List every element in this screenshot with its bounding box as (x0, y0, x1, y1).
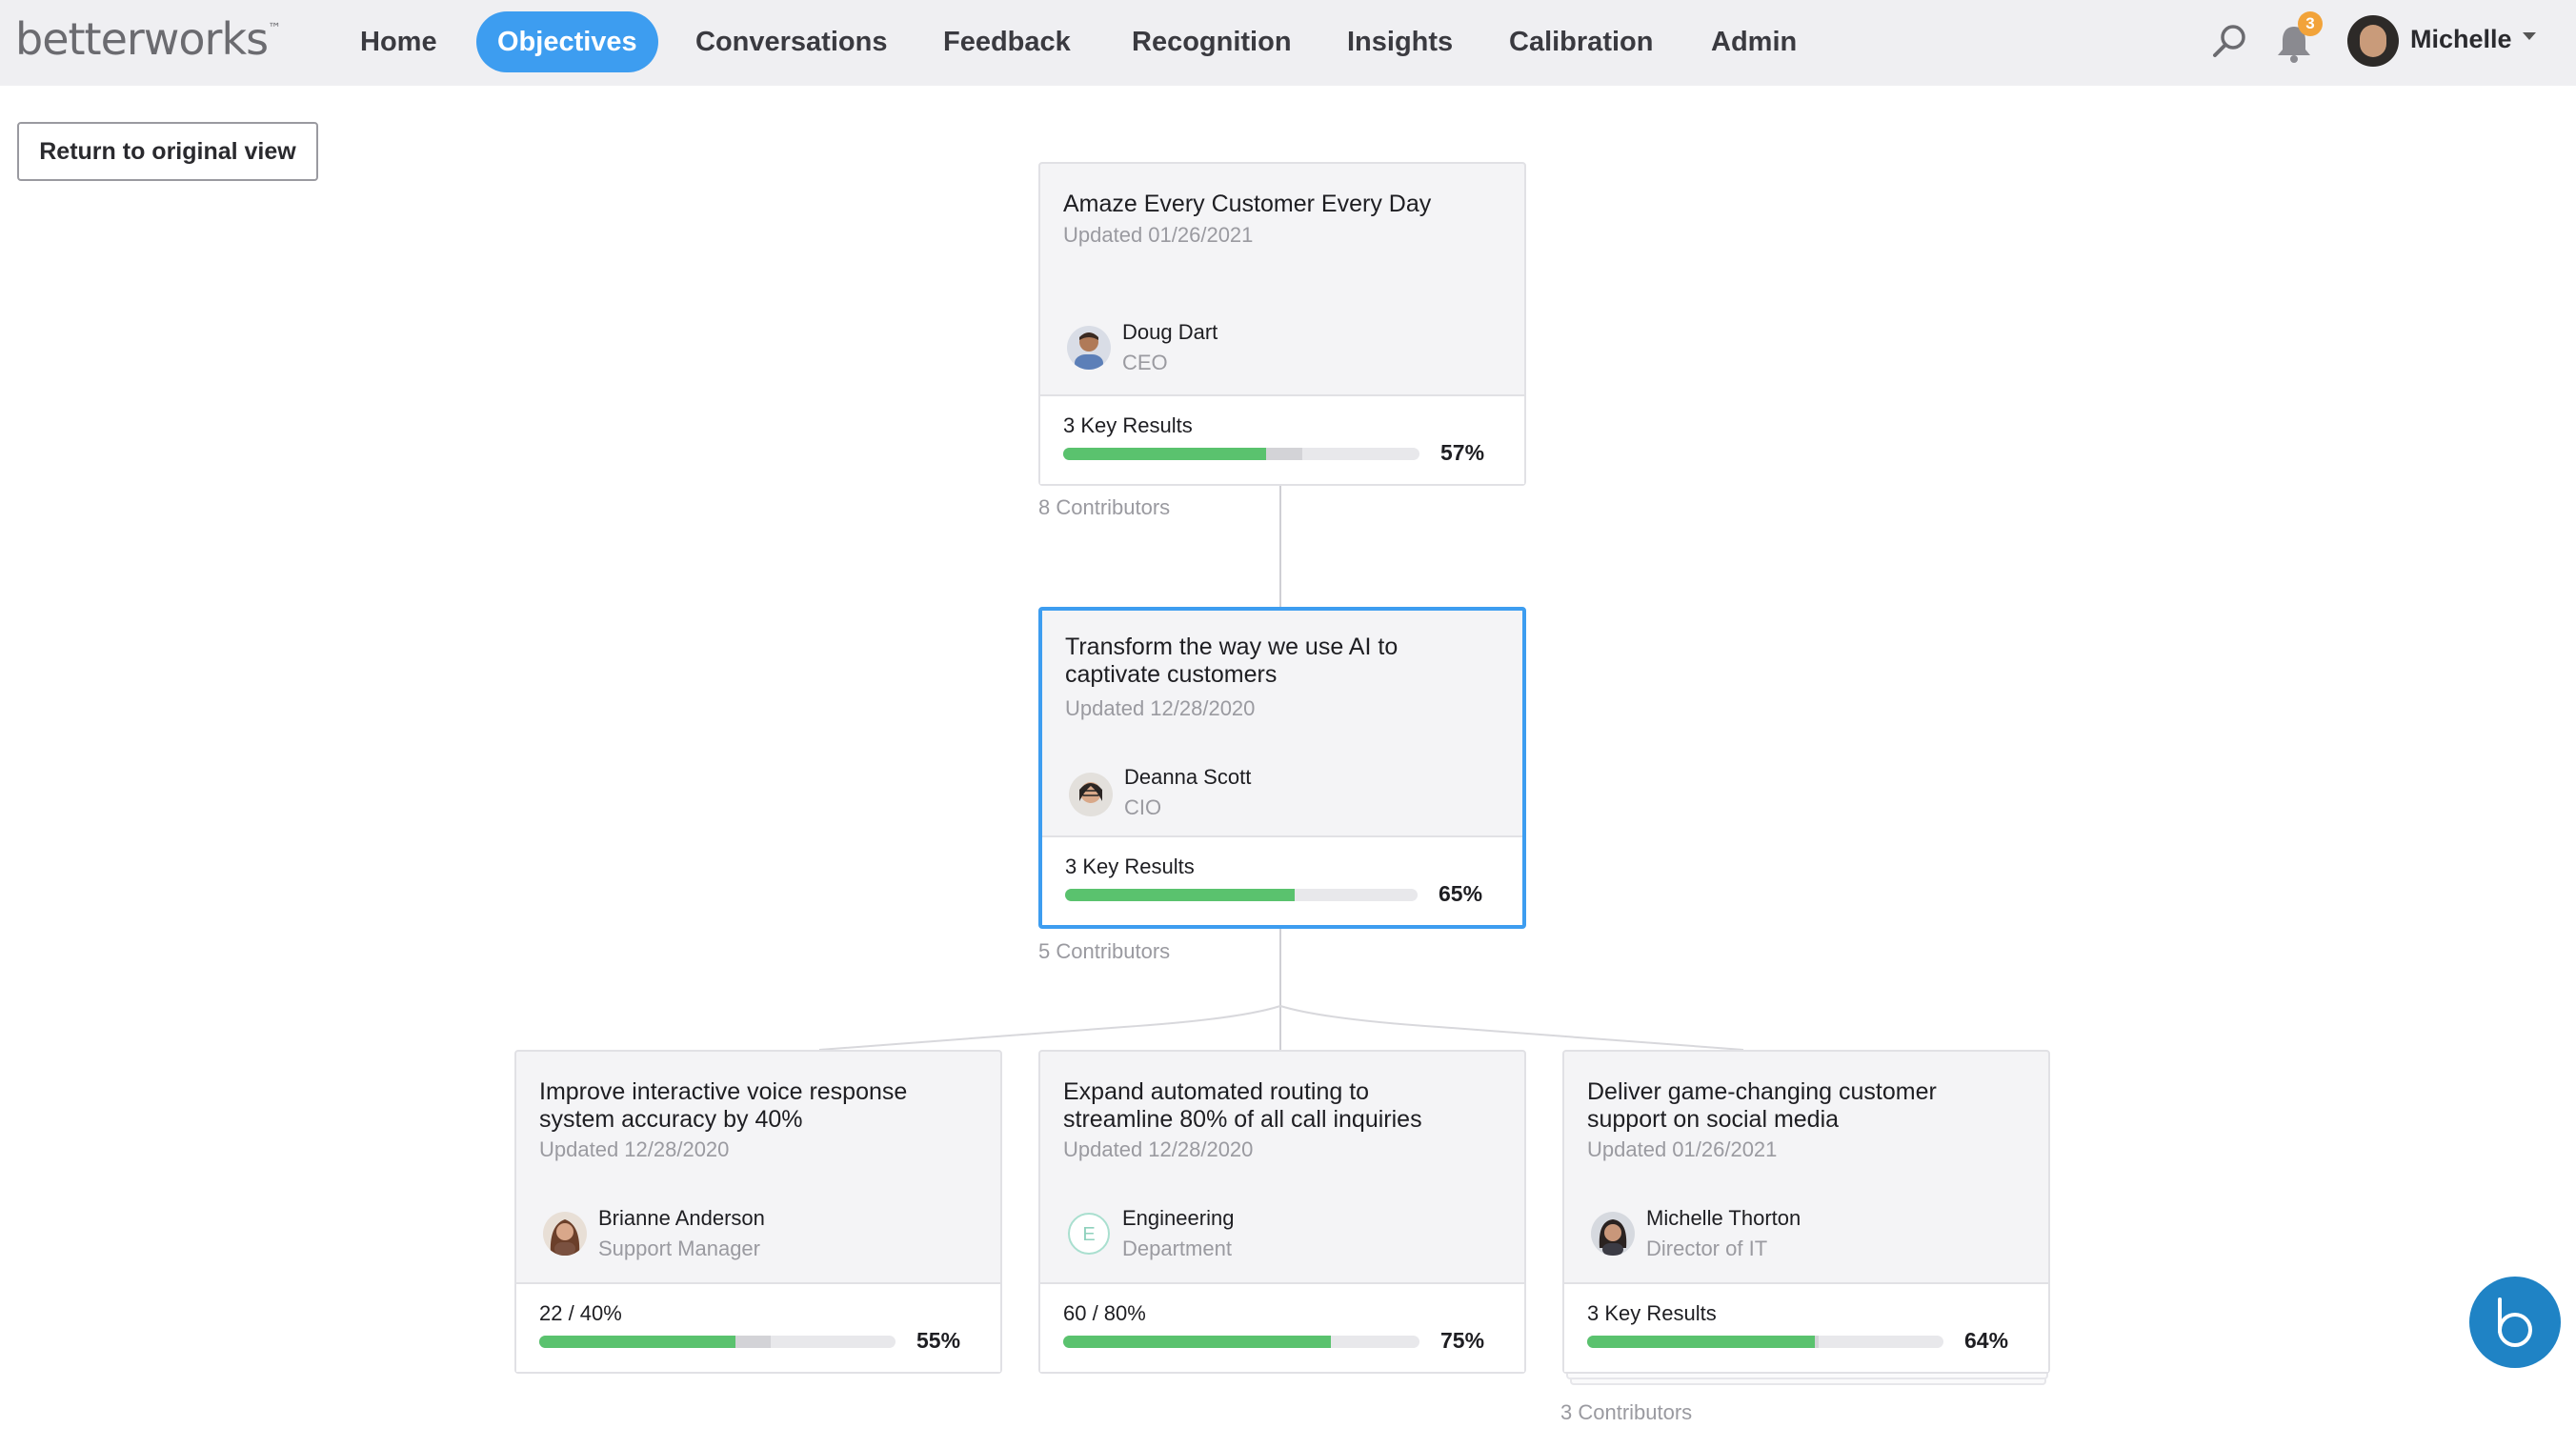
nav-feedback[interactable]: Feedback (943, 27, 1071, 57)
objective-card-child[interactable]: Expand automated routing to streamline 8… (1038, 1050, 1526, 1374)
nav-recognition[interactable]: Recognition (1132, 27, 1292, 57)
progress-percent: 57% (1440, 440, 1485, 465)
owner-role: CIO (1124, 795, 1162, 819)
key-results-section: 22 / 40% 55% (516, 1282, 1000, 1372)
owner-avatar (1591, 1212, 1635, 1256)
progress-bar (539, 1336, 896, 1348)
owner-avatar (543, 1212, 587, 1256)
progress-bar (1063, 448, 1419, 460)
contributors-count[interactable]: 8 Contributors (1038, 495, 1171, 519)
owner-name: Deanna Scott (1124, 765, 1252, 789)
owner-name: Engineering (1122, 1206, 1235, 1230)
betterworks-b-icon (2498, 1297, 2532, 1347)
nav-conversations[interactable]: Conversations (695, 27, 888, 57)
progress-percent: 65% (1439, 881, 1483, 906)
objective-title: Deliver game-changing customer support o… (1587, 1078, 1937, 1133)
objective-updated: Updated 01/26/2021 (1063, 223, 1254, 247)
objective-card-child[interactable]: Deliver game-changing customer support o… (1562, 1050, 2050, 1374)
progress-percent: 64% (1964, 1328, 2009, 1353)
objective-updated: Updated 12/28/2020 (1063, 1137, 1254, 1161)
progress-percent: 75% (1440, 1328, 1485, 1353)
progress-percent: 55% (916, 1328, 961, 1353)
top-navigation-bar: betterworks™ Home Objectives Conversatio… (0, 0, 2576, 86)
objective-card-selected[interactable]: Transform the way we use AI to captivate… (1038, 607, 1526, 929)
key-results-label: 3 Key Results (1587, 1301, 1717, 1325)
owner-role: CEO (1122, 351, 1168, 374)
nav-insights[interactable]: Insights (1347, 27, 1454, 57)
user-avatar[interactable] (2347, 15, 2399, 67)
progress-bar (1063, 1336, 1419, 1348)
search-icon[interactable] (2208, 21, 2250, 63)
nav-objectives[interactable]: Objectives (476, 11, 658, 72)
progress-bar (1065, 889, 1418, 901)
objective-title: Improve interactive voice response syste… (539, 1078, 908, 1133)
owner-role: Director of IT (1646, 1237, 1768, 1260)
objective-updated: Updated 12/28/2020 (1065, 696, 1256, 720)
owner-name: Michelle Thorton (1646, 1206, 1801, 1230)
contributors-count[interactable]: 3 Contributors (1560, 1400, 1693, 1424)
owner-role: Department (1122, 1237, 1232, 1260)
chevron-down-icon[interactable] (2523, 32, 2536, 40)
objective-card-top[interactable]: Amaze Every Customer Every Day Updated 0… (1038, 162, 1526, 486)
key-results-section: 3 Key Results 57% (1040, 394, 1524, 484)
objective-card-child[interactable]: Improve interactive voice response syste… (514, 1050, 1002, 1374)
key-results-section: 3 Key Results 64% (1564, 1282, 2048, 1372)
notification-badge: 3 (2298, 11, 2323, 36)
nav-calibration[interactable]: Calibration (1509, 27, 1654, 57)
nav-home[interactable]: Home (360, 27, 437, 57)
key-results-label: 3 Key Results (1065, 855, 1195, 878)
svg-text:E: E (1082, 1224, 1095, 1245)
owner-name: Doug Dart (1122, 320, 1218, 344)
key-results-label: 3 Key Results (1063, 413, 1193, 437)
key-result-value: 22 / 40% (539, 1301, 622, 1325)
key-results-section: 3 Key Results 65% (1042, 835, 1522, 925)
contributors-count[interactable]: 5 Contributors (1038, 939, 1171, 963)
objective-title: Expand automated routing to streamline 8… (1063, 1078, 1422, 1133)
betterworks-logo[interactable]: betterworks™ (15, 13, 281, 65)
owner-role: Support Manager (598, 1237, 760, 1260)
owner-avatar (1069, 773, 1113, 816)
objective-title: Transform the way we use AI to captivate… (1065, 634, 1399, 688)
chat-launcher-button[interactable] (2469, 1277, 2561, 1368)
objective-updated: Updated 12/28/2020 (539, 1137, 730, 1161)
objective-updated: Updated 01/26/2021 (1587, 1137, 1778, 1161)
owner-name: Brianne Anderson (598, 1206, 765, 1230)
key-result-value: 60 / 80% (1063, 1301, 1146, 1325)
user-name[interactable]: Michelle (2410, 25, 2512, 53)
department-icon: E (1068, 1213, 1110, 1255)
owner-avatar (1067, 326, 1111, 370)
nav-admin[interactable]: Admin (1711, 27, 1798, 57)
key-results-section: 60 / 80% 75% (1040, 1282, 1524, 1372)
progress-bar (1587, 1336, 1943, 1348)
return-to-original-view-button[interactable]: Return to original view (17, 122, 318, 181)
objective-title: Amaze Every Customer Every Day (1063, 191, 1432, 217)
